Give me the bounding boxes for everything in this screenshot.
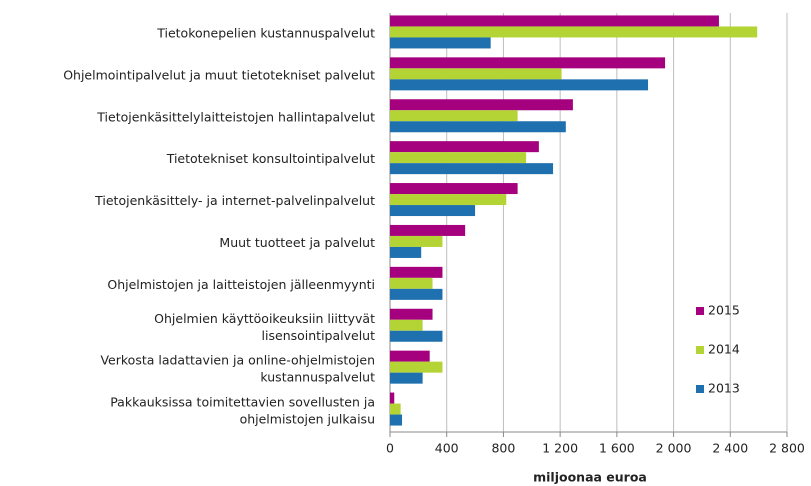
x-tick-label: 2 000 bbox=[656, 441, 692, 456]
y-tick-label: Muut tuotteet ja palvelut bbox=[219, 235, 375, 250]
bar bbox=[390, 246, 422, 258]
bar bbox=[390, 141, 539, 153]
y-tick-label: Pakkauksissa toimitettavien sovellusten … bbox=[110, 394, 375, 426]
bar bbox=[390, 350, 430, 362]
bar bbox=[390, 121, 566, 133]
bar bbox=[390, 224, 466, 236]
x-axis-label: miljoonaa euroa bbox=[533, 470, 647, 485]
bar bbox=[390, 57, 666, 69]
bar bbox=[390, 163, 554, 175]
bar bbox=[390, 79, 649, 91]
bar bbox=[390, 37, 491, 49]
y-tick-label: Ohjelmointipalvelut ja muut tietoteknise… bbox=[63, 67, 375, 82]
bar bbox=[390, 288, 443, 300]
bar bbox=[390, 319, 423, 331]
x-tick-label: 2 800 bbox=[769, 441, 805, 456]
legend-swatch bbox=[696, 346, 704, 354]
legend-swatch bbox=[696, 307, 704, 315]
bar bbox=[390, 330, 443, 342]
bar bbox=[390, 266, 443, 278]
y-tick-label: Ohjelmien käyttöoikeuksiin liittyvät lise… bbox=[154, 310, 375, 342]
x-tick-label: 2 400 bbox=[712, 441, 748, 456]
y-tick-label: Ohjelmistojen ja laitteistojen jälleenmy… bbox=[107, 277, 375, 292]
legend-label: 2013 bbox=[708, 381, 740, 396]
legend-label: 2014 bbox=[708, 342, 740, 357]
y-tick-label: Tietokonepelien kustannuspalvelut bbox=[156, 25, 375, 40]
y-tick-label: Tietojenkäsittely- ja internet-palvelinp… bbox=[94, 193, 375, 208]
bar bbox=[390, 194, 507, 206]
bar bbox=[390, 205, 476, 217]
x-tick-label: 400 bbox=[435, 441, 459, 456]
legend-swatch bbox=[696, 385, 704, 393]
bar bbox=[390, 361, 443, 373]
bar bbox=[390, 183, 518, 195]
bar bbox=[390, 99, 573, 111]
bar bbox=[390, 110, 518, 122]
bar bbox=[390, 152, 527, 164]
y-tick-label: Tietojenkäsittelylaitteistojen hallintap… bbox=[96, 109, 375, 124]
bar bbox=[390, 392, 395, 404]
bar bbox=[390, 277, 433, 289]
bar bbox=[390, 414, 403, 426]
x-tick-label: 1 200 bbox=[542, 441, 578, 456]
bar bbox=[390, 372, 423, 384]
bar bbox=[390, 403, 401, 415]
x-tick-label: 800 bbox=[491, 441, 515, 456]
x-tick-label: 1 600 bbox=[599, 441, 635, 456]
y-tick-label: Tietotekniset konsultointipalvelut bbox=[166, 151, 375, 166]
bar bbox=[390, 308, 433, 320]
bar bbox=[390, 15, 719, 27]
bar bbox=[390, 68, 562, 80]
bar bbox=[390, 26, 758, 38]
y-tick-label: Verkosta ladattavien ja online-ohjelmist… bbox=[100, 352, 375, 384]
x-tick-label: 0 bbox=[386, 441, 394, 456]
bar bbox=[390, 235, 443, 247]
legend-label: 2015 bbox=[708, 303, 740, 318]
